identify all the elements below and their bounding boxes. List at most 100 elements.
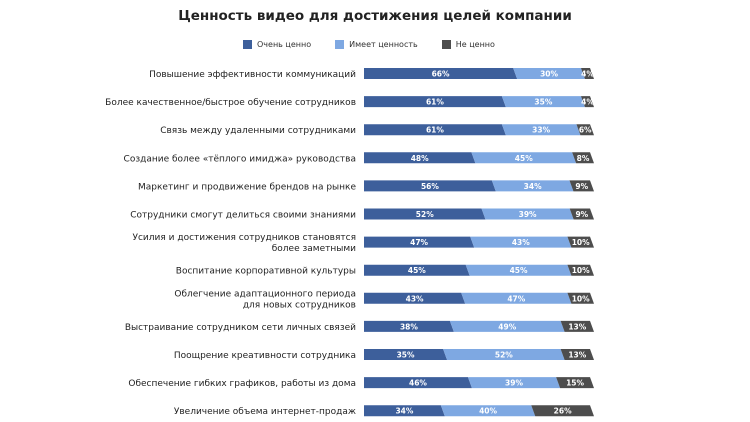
bar-segment (513, 68, 585, 79)
bar-segment (364, 292, 466, 304)
bar-segment (567, 264, 594, 276)
data-label: 9% (575, 182, 588, 191)
bar-segment (364, 96, 506, 108)
data-label: 61% (426, 126, 444, 135)
bar-segment (364, 180, 496, 192)
legend-label: Не ценно (455, 40, 495, 49)
data-label: 34% (395, 407, 413, 416)
category-label: Обеспечение гибких графиков, работы из д… (128, 379, 356, 389)
data-label: 48% (411, 154, 429, 163)
data-label: 10% (572, 238, 590, 247)
category-label: для новых сотрудников (243, 300, 356, 310)
data-label: 6% (579, 126, 592, 135)
bar-segment (364, 377, 472, 389)
bar-segment (443, 349, 565, 360)
data-label: 4% (581, 70, 594, 79)
bar-segment (569, 208, 594, 220)
data-label: 52% (416, 210, 434, 219)
data-label: 47% (410, 238, 428, 247)
data-label: 38% (400, 322, 418, 331)
legend-swatch (441, 40, 451, 49)
data-label: 34% (524, 182, 542, 191)
bar-segment (560, 320, 594, 332)
bar-segment (364, 208, 486, 220)
bar-segment (560, 349, 594, 360)
data-label: 10% (572, 266, 590, 275)
data-label: 43% (406, 294, 424, 303)
category-label: Облегчение адаптационного периода (174, 289, 356, 299)
data-label: 13% (568, 322, 586, 331)
bar-segment (449, 320, 565, 332)
bar-segment (501, 124, 581, 136)
bar-segment (567, 236, 594, 248)
data-label: 30% (540, 70, 558, 79)
chart-title: Ценность видео для достижения целей комп… (178, 8, 572, 24)
category-label: Связь между удаленными сотрудниками (160, 126, 356, 136)
bar-segment (364, 320, 454, 332)
bar-segment (364, 152, 476, 164)
data-label: 10% (572, 294, 590, 303)
data-label: 13% (568, 351, 586, 360)
bar-segment (491, 180, 574, 192)
data-label: 35% (397, 351, 415, 360)
bar-segment (364, 405, 445, 417)
bar-segment (567, 292, 594, 304)
data-label: 45% (510, 266, 528, 275)
bar-segment (470, 236, 572, 248)
data-label: 35% (534, 98, 552, 107)
bar-segment (481, 208, 574, 220)
data-label: 15% (566, 379, 584, 388)
data-label: 46% (409, 379, 427, 388)
bar-segment (364, 264, 470, 276)
category-label: Усилия и достижения сотрудников становят… (132, 233, 356, 243)
category-label: Выстраивание сотрудником сети личных свя… (125, 323, 356, 333)
bar-segment (467, 377, 561, 389)
legend-swatch (335, 40, 345, 49)
data-label: 61% (426, 98, 444, 107)
bar-segment (364, 124, 506, 136)
legend-label: Имеет ценность (349, 40, 418, 49)
bar-segment (364, 236, 475, 248)
category-label: Маркетинг и продвижение брендов на рынке (138, 182, 356, 192)
data-label: 39% (519, 210, 537, 219)
legend-swatch (243, 40, 252, 49)
bar-segment (572, 152, 594, 164)
bar-segment (364, 68, 518, 79)
data-label: 9% (575, 210, 588, 219)
category-label: Более качественное/быстрое обучение сотр… (105, 98, 356, 108)
data-label: 43% (512, 238, 530, 247)
data-label: 39% (505, 379, 523, 388)
bar-segment (569, 180, 594, 192)
data-label: 40% (479, 407, 497, 416)
bar-segment (556, 377, 594, 389)
data-label: 49% (498, 322, 516, 331)
bar-segment (531, 405, 594, 417)
data-label: 8% (577, 154, 590, 163)
data-label: 52% (495, 351, 513, 360)
bar-segment (501, 96, 585, 108)
bar-segment (364, 349, 448, 360)
data-label: 45% (515, 154, 533, 163)
bar-segment (580, 96, 594, 108)
category-label: Поощрение креативности сотрудника (174, 351, 356, 361)
data-label: 56% (421, 182, 439, 191)
data-label: 47% (507, 294, 525, 303)
category-label: Увеличение объема интернет-продаж (174, 407, 356, 417)
category-label: Создание более «тёплого имиджа» руководс… (124, 154, 356, 164)
data-label: 26% (554, 407, 572, 416)
bar-segment (465, 264, 572, 276)
bar-segment (440, 405, 536, 417)
category-label: Повышение эффективности коммуникаций (149, 70, 356, 80)
bar-segment (471, 152, 577, 164)
data-label: 66% (432, 70, 450, 79)
category-label: Воспитание корпоративной культуры (176, 267, 356, 277)
legend-item: Очень ценно (243, 40, 311, 49)
data-label: 4% (581, 98, 594, 107)
category-label: Сотрудники смогут делиться своими знания… (130, 211, 356, 221)
data-label: 33% (532, 126, 550, 135)
legend-item: Не ценно (441, 40, 495, 49)
legend-label: Очень ценно (257, 40, 312, 49)
bar-segment (576, 124, 594, 136)
legend: Очень ценно Имеет ценность Не ценно (243, 40, 519, 49)
